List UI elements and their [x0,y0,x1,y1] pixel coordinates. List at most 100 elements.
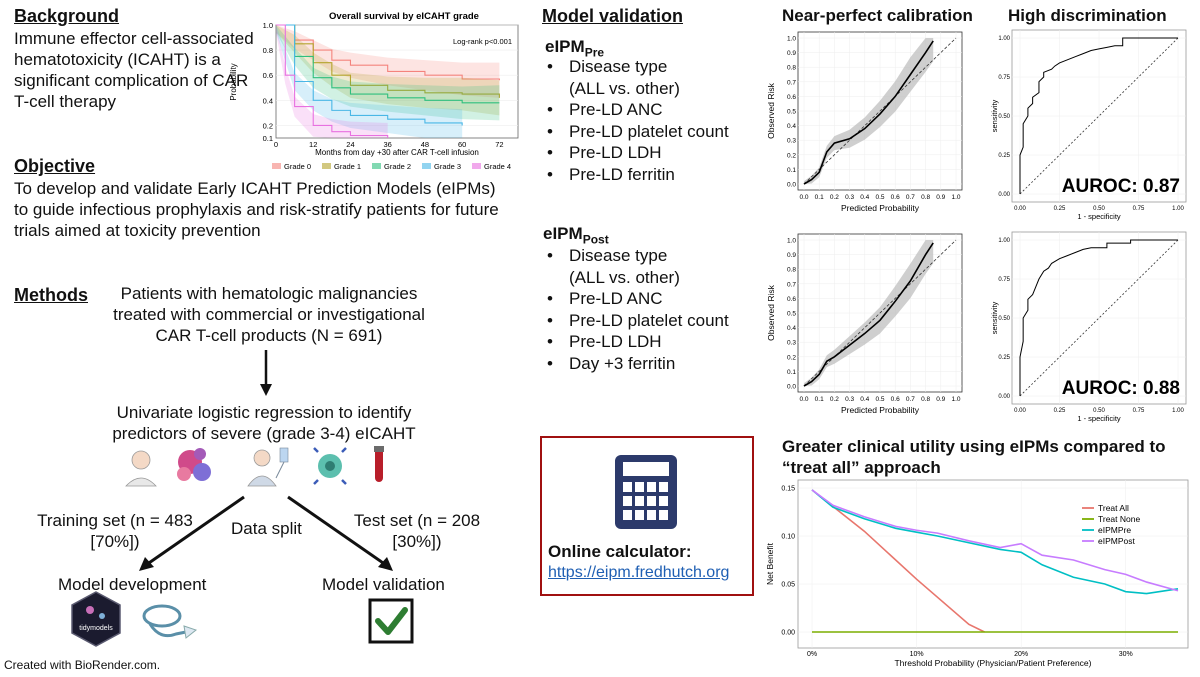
calibration-xtick: 0.5 [875,194,884,201]
calibration-xtick: 1.0 [951,194,960,201]
calibration-ytick: 0.4 [787,325,796,332]
calibration-xtick: 0.9 [936,194,945,201]
roc-reference-line [1019,37,1179,195]
calibration-xtick: 0.6 [891,194,900,201]
roc-ylabel: sensitivity [990,301,999,334]
calibration-ylabel: Observed Risk [766,284,776,340]
calibration-ytick: 0.2 [787,354,796,361]
auroc-label: AUROC: 0.88 [1062,378,1180,399]
person-icon [125,450,157,487]
km-survival-chart: Overall survival by eICAHT grade Log-ran… [229,11,519,171]
discrimination-heading: High discrimination [1008,6,1167,25]
roc-curve [1019,37,1178,194]
dca-xtick: 30% [1119,651,1133,658]
km-curve [276,24,500,81]
calibration-xtick: 0.2 [830,194,839,201]
km-legend-label: Grade 4 [484,162,511,171]
roc-xlabel: 1 - specificity [1077,414,1121,423]
arrow-to-training [145,495,245,567]
km-xlabel: Months from day +30 after CAR T-cell inf… [315,148,479,157]
calibration-xtick: 0.8 [921,194,930,201]
km-ci-band [276,25,500,121]
car-t-cell-icon [313,447,347,485]
roc-xtick: 1.00 [1172,408,1184,414]
dca-legend-label: Treat None [1098,514,1140,524]
dca-ytick: 0.15 [781,486,795,493]
dca-xlabel: Threshold Probability (Physician/Patient… [894,658,1091,668]
calibration-ytick: 0.5 [787,109,796,116]
calibration-ytick: 0.9 [787,50,796,57]
calibration-xtick: 0.3 [845,194,854,201]
calculator-key [659,510,668,520]
calibration-ytick: 0.7 [787,281,796,288]
predictor-item: Day +3 ferritin [543,353,773,375]
dca-ytick: 0.10 [781,534,795,541]
km-ytick: 0.4 [263,96,273,105]
km-ci-band [276,25,500,98]
model-validation-heading: Model validation [542,6,684,26]
km-ci-band [276,25,463,138]
dca-xtick: 10% [910,651,924,658]
roc-chart-pre: 0.00 0.25 0.50 0.75 1.00 0.00 0.25 0.50 0.75 1.00… [990,29,1187,221]
arrowhead-test [378,557,393,571]
roc-xtick: 0.50 [1093,206,1105,212]
calibration-ytick: 0.8 [787,65,796,72]
predictor-item: Pre-LD platelet count [543,310,773,332]
km-ytick: 0.2 [263,121,273,130]
calculator-key [635,496,644,506]
km-legend-label: Grade 2 [384,162,411,171]
dca-ytick: 0.00 [781,630,795,637]
calibration-ytick: 0.6 [787,296,796,303]
dca-ylabel: Net Benefit [765,542,775,585]
calibration-ytick: 0.7 [787,79,796,86]
auroc-label: AUROC: 0.87 [1062,176,1180,197]
dca-legend-label: Treat All [1098,503,1129,513]
km-pvalue: Log-rank p<0.001 [453,37,512,46]
roc-ytick: 0.75 [998,277,1010,283]
background-heading: Background [14,6,120,26]
dca-xtick: 0% [807,651,817,658]
arrow-to-test [287,495,387,567]
calculator-key [659,496,668,506]
km-xtick: 72 [495,140,503,149]
roc-xtick: 0.75 [1133,206,1145,212]
calculator-key [635,482,644,492]
roc-ytick: 0.25 [998,153,1010,159]
roc-ytick: 0.50 [998,316,1010,322]
calibration-ytick: 0.8 [787,267,796,274]
km-curve [276,24,500,98]
km-ytick: 0.6 [263,71,273,80]
km-curve [276,24,389,138]
calculator-label: Online calculator: [548,542,692,561]
calibration-ytick: 0.3 [787,340,796,347]
calibration-xtick: 0.2 [830,396,839,403]
dca-curve [811,489,1179,595]
roc-xtick: 0.75 [1133,408,1145,414]
roc-ytick: 0.75 [998,75,1010,81]
roc-curve [1019,239,1178,396]
calculator-link[interactable]: https://eipm.fredhutch.org [548,564,730,581]
calibration-xtick: 0.3 [845,396,854,403]
calibration-xtick: 0.4 [860,194,869,201]
predictor-item: Pre-LD ANC [543,99,773,121]
roc-ytick: 1.00 [998,238,1010,244]
km-xtick: 12 [309,140,317,149]
calibration-ci-band [804,240,934,386]
background-text: Immune effector cell-associated hematoto… [14,29,254,111]
roc-ylabel: sensitivity [990,99,999,132]
km-xtick: 24 [346,140,354,149]
calibration-reference-line [803,37,957,185]
predictor-item: Pre-LD LDH [543,142,773,164]
calibration-ytick: 0.0 [787,384,796,391]
calibration-ytick: 0.4 [787,123,796,130]
km-xtick: 60 [458,140,466,149]
calculator-key [647,482,656,492]
calibration-ytick: 0.1 [787,167,796,174]
calibration-reference-line [803,239,957,387]
km-ytick: 0.1 [263,134,273,143]
roc-reference-line [1019,239,1179,397]
calibration-ytick: 0.3 [787,138,796,145]
km-legend-swatch [472,163,481,169]
arrowhead-down [260,384,272,396]
predictor-item: (ALL vs. other) [569,78,680,98]
